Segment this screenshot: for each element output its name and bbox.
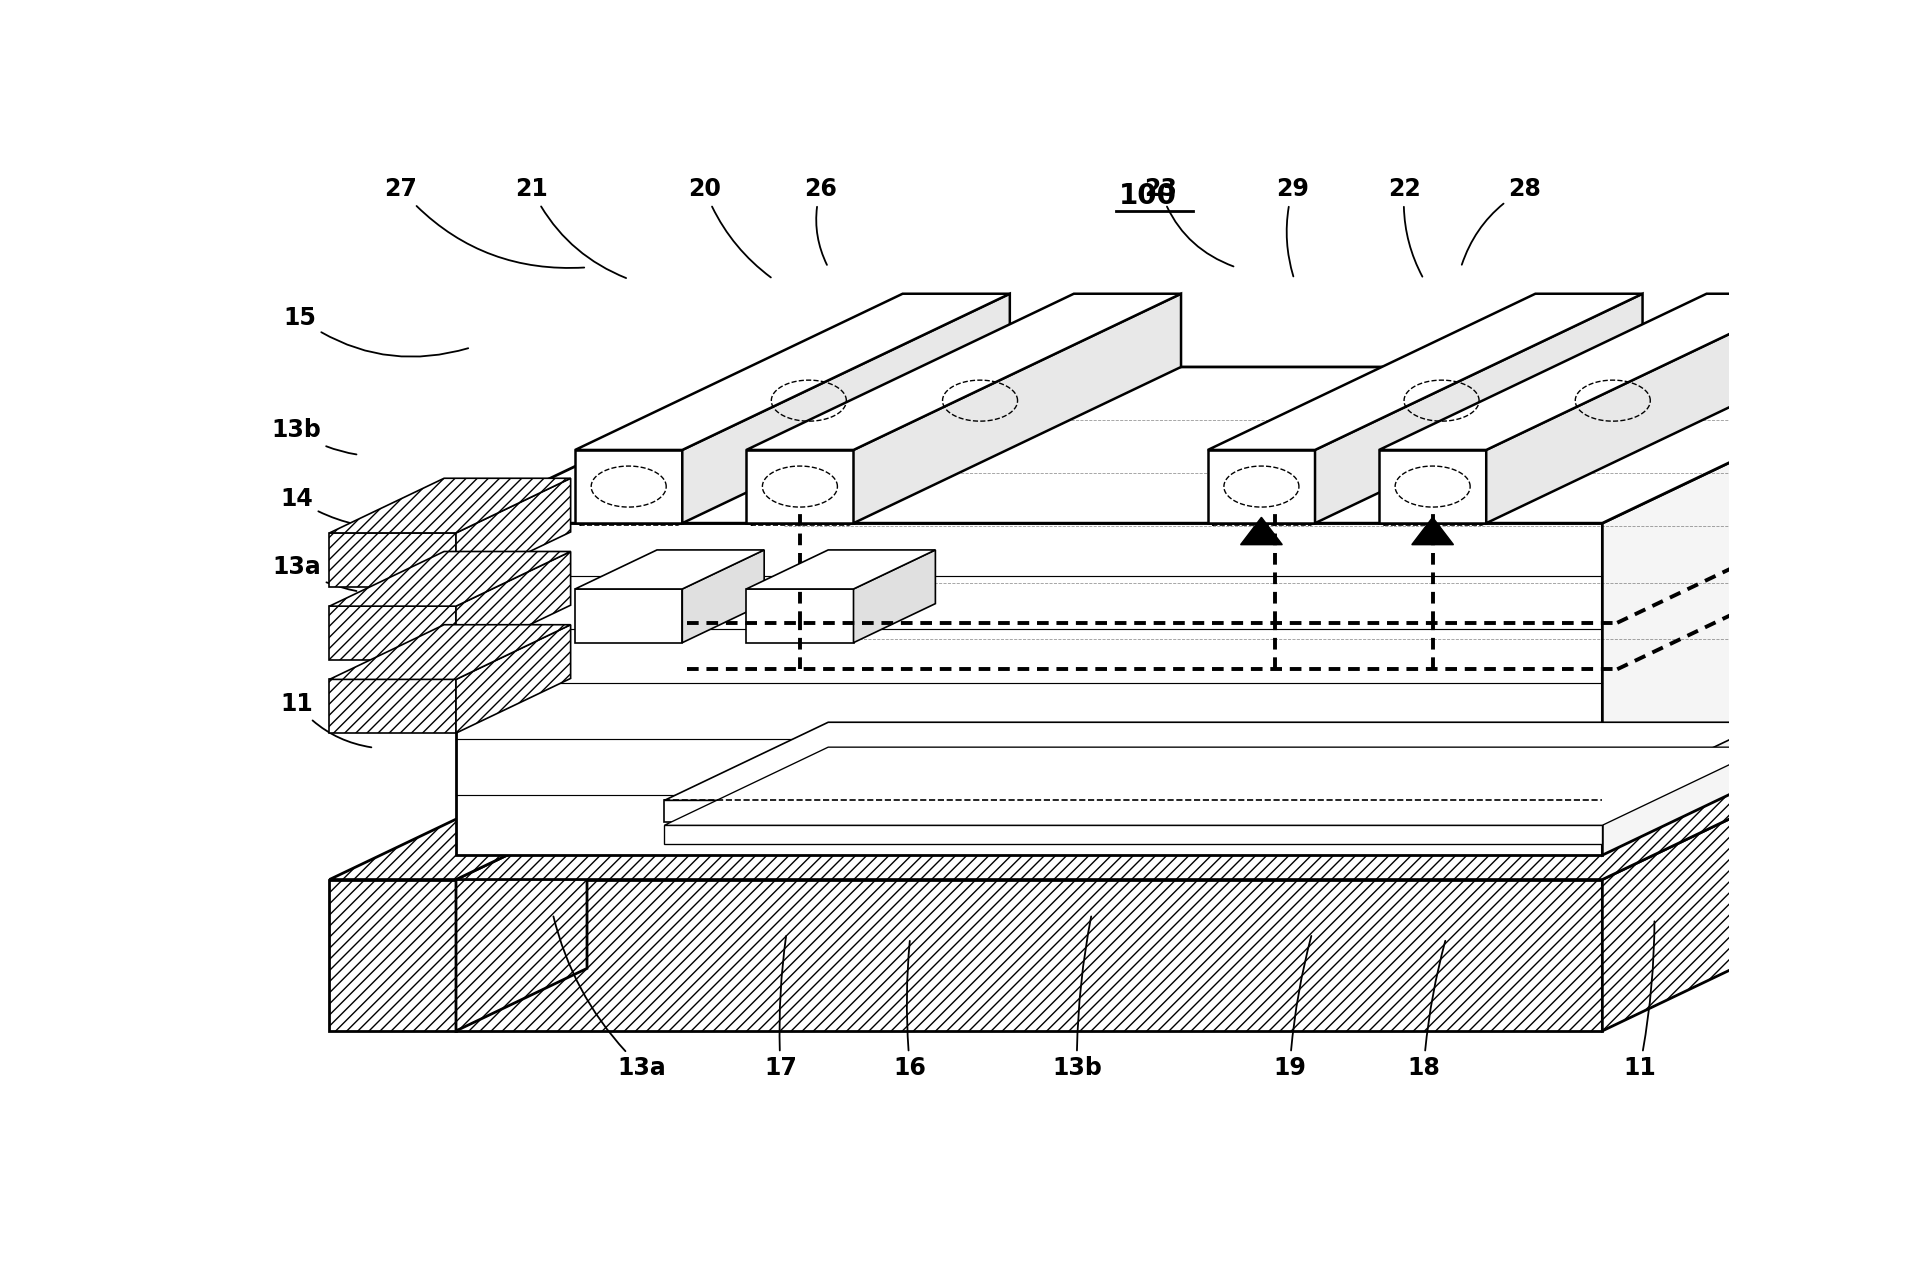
Polygon shape <box>455 625 571 733</box>
Text: 23: 23 <box>1143 178 1233 266</box>
Polygon shape <box>330 533 455 587</box>
Text: 13a: 13a <box>273 555 357 591</box>
Polygon shape <box>1412 517 1454 545</box>
Text: 22: 22 <box>1389 178 1422 276</box>
Polygon shape <box>574 294 1010 450</box>
Text: 13b: 13b <box>1053 917 1103 1080</box>
Polygon shape <box>1602 366 1921 855</box>
Polygon shape <box>330 817 588 880</box>
Text: 11: 11 <box>1623 922 1656 1080</box>
Polygon shape <box>665 747 1765 825</box>
Text: 17: 17 <box>765 936 797 1080</box>
Polygon shape <box>682 550 765 643</box>
Polygon shape <box>574 588 682 643</box>
Polygon shape <box>682 294 1010 524</box>
Polygon shape <box>1316 294 1642 524</box>
Text: 28: 28 <box>1462 178 1541 265</box>
Polygon shape <box>455 723 1921 880</box>
Polygon shape <box>665 723 1765 800</box>
Polygon shape <box>747 294 1181 450</box>
Text: 11: 11 <box>280 692 371 747</box>
Polygon shape <box>1487 294 1813 524</box>
Polygon shape <box>665 800 1602 822</box>
Text: 27: 27 <box>384 178 584 268</box>
Text: 29: 29 <box>1276 178 1308 276</box>
Text: 18: 18 <box>1408 941 1445 1080</box>
Text: 14: 14 <box>280 487 357 525</box>
Text: 19: 19 <box>1274 936 1312 1080</box>
Polygon shape <box>455 552 571 659</box>
Polygon shape <box>1208 450 1316 524</box>
Polygon shape <box>455 524 1602 855</box>
Polygon shape <box>1379 450 1487 524</box>
Polygon shape <box>853 294 1181 524</box>
Polygon shape <box>330 606 455 659</box>
Polygon shape <box>1379 294 1813 450</box>
Text: 15: 15 <box>282 306 469 356</box>
Polygon shape <box>330 880 455 1031</box>
Polygon shape <box>1241 517 1283 545</box>
Text: 20: 20 <box>688 178 770 278</box>
Text: 100: 100 <box>1118 183 1176 210</box>
Polygon shape <box>853 550 936 643</box>
Polygon shape <box>330 478 571 533</box>
Polygon shape <box>330 552 571 606</box>
Polygon shape <box>1208 294 1642 450</box>
Text: 13a: 13a <box>553 917 667 1080</box>
Polygon shape <box>665 825 1602 843</box>
Polygon shape <box>747 550 936 588</box>
Polygon shape <box>747 588 853 643</box>
Polygon shape <box>455 478 571 587</box>
Polygon shape <box>455 817 588 1031</box>
Polygon shape <box>574 450 682 524</box>
Polygon shape <box>455 366 1921 524</box>
Text: 21: 21 <box>515 178 626 278</box>
Polygon shape <box>330 680 455 733</box>
Text: 26: 26 <box>805 178 838 265</box>
Polygon shape <box>455 880 1602 1031</box>
Polygon shape <box>1602 723 1921 1031</box>
Polygon shape <box>330 625 571 680</box>
Polygon shape <box>574 550 765 588</box>
Text: 16: 16 <box>893 941 926 1080</box>
Polygon shape <box>747 450 853 524</box>
Text: 13b: 13b <box>271 418 357 454</box>
